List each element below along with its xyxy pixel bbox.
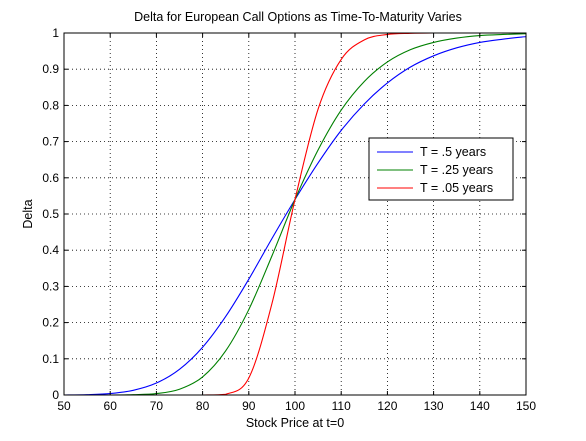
y-tick-label: 0.1 bbox=[42, 352, 59, 366]
y-tick-label: 0.8 bbox=[42, 98, 59, 112]
x-tick-label: 100 bbox=[285, 399, 305, 413]
x-tick-label: 90 bbox=[242, 399, 256, 413]
legend-label-1: T = .5 years bbox=[420, 145, 486, 159]
x-tick-label: 120 bbox=[377, 399, 397, 413]
x-tick-label: 80 bbox=[196, 399, 210, 413]
legend-label-3: T = .05 years bbox=[420, 181, 493, 195]
legend-box bbox=[368, 137, 514, 201]
y-tick-label: 0.9 bbox=[42, 62, 59, 76]
y-tick-label: 0.3 bbox=[42, 279, 59, 293]
y-tick-label: 0.2 bbox=[42, 316, 59, 330]
y-tick-label: 0.7 bbox=[42, 135, 59, 149]
x-tick-label: 70 bbox=[150, 399, 164, 413]
y-tick-label: 1 bbox=[52, 26, 59, 40]
y-tick-label: 0.4 bbox=[42, 243, 59, 257]
y-tick-label: 0.5 bbox=[42, 207, 59, 221]
x-tick-label: 140 bbox=[470, 399, 490, 413]
y-axis-label: Delta bbox=[21, 199, 35, 228]
legend: T = .5 years T = .25 years T = .05 years bbox=[368, 137, 514, 201]
legend-label-2: T = .25 years bbox=[420, 163, 493, 177]
x-tick-label: 110 bbox=[332, 399, 351, 413]
x-tick-label: 50 bbox=[57, 399, 71, 413]
x-tick-label: 150 bbox=[516, 399, 536, 413]
x-axis-label: Stock Price at t=0 bbox=[246, 416, 344, 430]
y-tick-label: 0 bbox=[52, 388, 59, 402]
chart-title: Delta for European Call Options as Time-… bbox=[134, 10, 462, 24]
x-tick-label: 130 bbox=[424, 399, 444, 413]
axis-ticks: 50 60 70 80 90 100 110 120 130 140 150 0 0.1 0.2 0.3 0.… bbox=[42, 26, 536, 413]
y-tick-label: 0.6 bbox=[42, 171, 59, 185]
x-tick-label: 60 bbox=[104, 399, 118, 413]
